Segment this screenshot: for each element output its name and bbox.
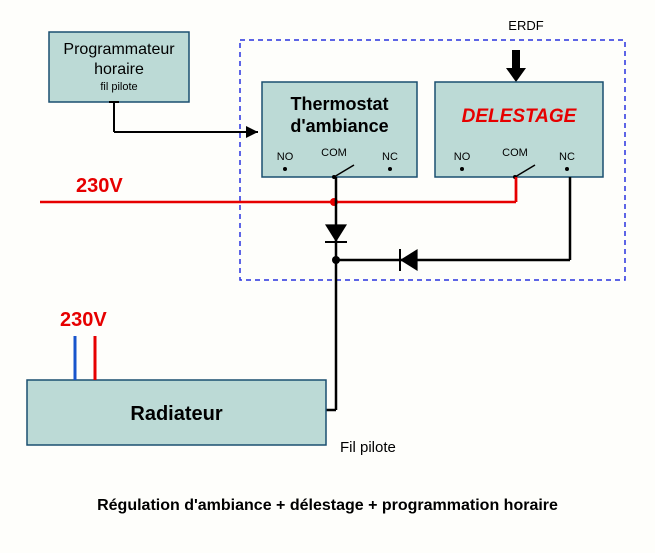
diode-2-icon [400, 249, 418, 271]
delestage-nc-term [565, 167, 569, 171]
radiateur-title: Radiateur [130, 403, 222, 425]
erdf-arrow-icon [506, 50, 526, 82]
delestage-no-label: NO [454, 151, 471, 163]
delestage-no-term [460, 167, 464, 171]
thermostat-title1: Thermostat [290, 94, 388, 114]
thermostat-title2: d'ambiance [290, 116, 388, 136]
diode-1-icon [325, 224, 347, 242]
thermostat-nc-label: NC [382, 151, 398, 163]
programmateur-note: fil pilote [100, 81, 137, 93]
fil-pilote-label: Fil pilote [340, 439, 396, 456]
delestage-title: DELESTAGE [462, 106, 578, 127]
thermostat-com-label: COM [321, 147, 347, 159]
programmateur-sub: horaire [94, 61, 144, 78]
thermostat-nc-term [388, 167, 392, 171]
voltage-1: 230V [76, 175, 123, 197]
programmateur-title: Programmateur [63, 41, 175, 58]
erdf-label: ERDF [508, 18, 543, 33]
prog-arrow-icon [246, 126, 258, 138]
caption: Régulation d'ambiance + délestage + prog… [97, 497, 558, 514]
delestage-com-label: COM [502, 147, 528, 159]
thermostat-no-label: NO [277, 151, 294, 163]
delestage-nc-label: NC [559, 151, 575, 163]
voltage-2: 230V [60, 309, 107, 331]
thermostat-no-term [283, 167, 287, 171]
